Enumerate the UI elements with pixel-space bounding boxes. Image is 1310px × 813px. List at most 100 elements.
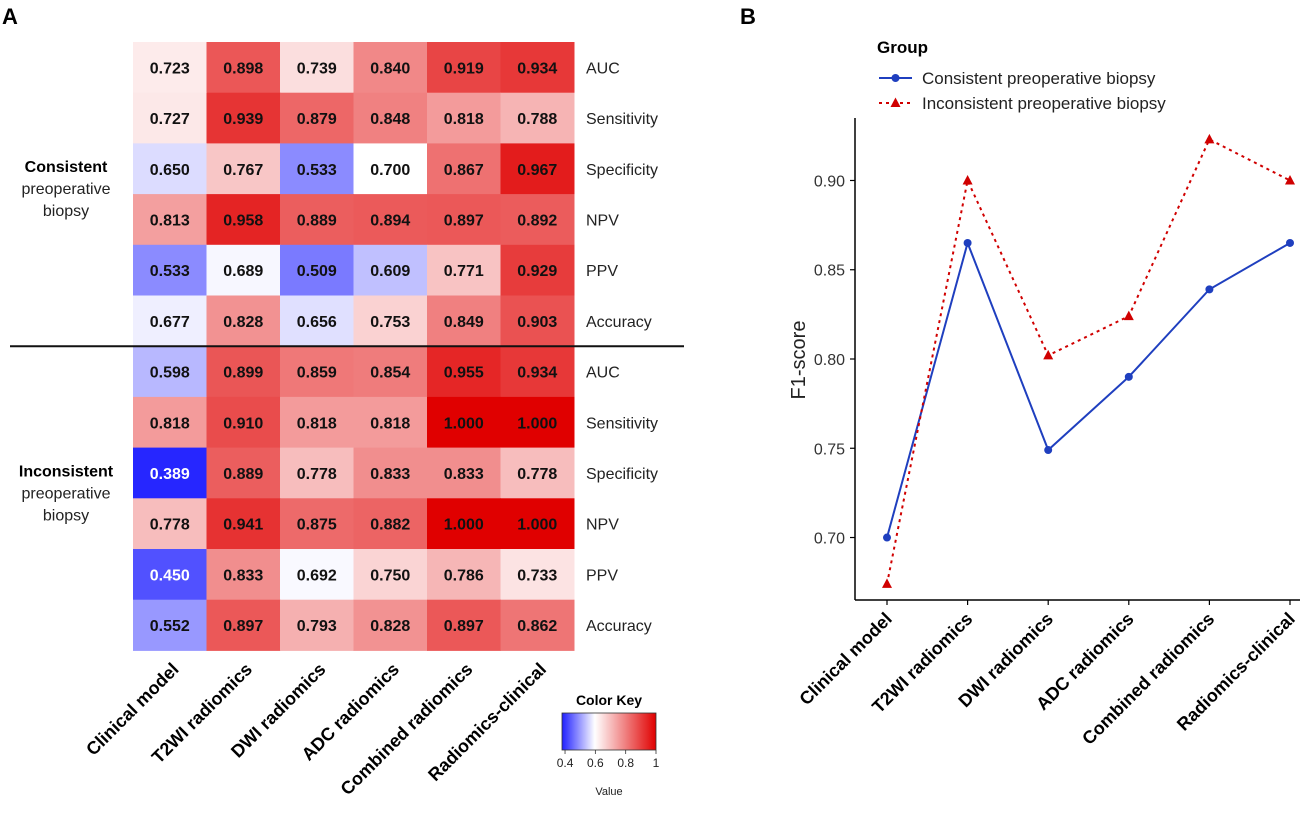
- data-point: [1286, 238, 1294, 247]
- cell-value: 0.848: [370, 111, 410, 128]
- panel-label-a: A: [2, 4, 18, 29]
- cell-value: 0.750: [370, 567, 410, 584]
- y-axis-label: F1-score: [788, 321, 810, 400]
- series-line-1: [886, 138, 1291, 585]
- cell-value: 0.533: [297, 162, 337, 179]
- heatmap-cell: [353, 92, 428, 144]
- metric-label: AUC: [586, 60, 620, 77]
- heatmap-cell: [280, 346, 354, 398]
- metric-label: NPV: [586, 517, 619, 534]
- heatmap-cell: [280, 244, 354, 296]
- heatmap-cell: [500, 194, 575, 246]
- cell-value: 0.723: [150, 60, 190, 77]
- heatmap-cell: [206, 396, 281, 449]
- metric-label: Sensitivity: [586, 111, 658, 128]
- cell-value: 0.753: [370, 314, 410, 331]
- heatmap-cell: [133, 396, 207, 449]
- panel-label-b: B: [740, 4, 756, 29]
- x-tick-label: Combined radiomics: [1078, 609, 1218, 749]
- metric-label: Sensitivity: [586, 415, 658, 432]
- heatmap-cell: [280, 396, 354, 449]
- cell-value: 0.854: [370, 365, 410, 382]
- cell-value: 0.771: [444, 263, 484, 280]
- heatmap-cell: [353, 194, 428, 246]
- cell-value: 0.778: [297, 466, 337, 483]
- heatmap-cell: [427, 244, 501, 296]
- heatmap-cell: [280, 295, 354, 347]
- cell-value: 0.677: [150, 314, 190, 331]
- heatmap-cell: [206, 244, 281, 296]
- color-key-title: Color Key: [576, 692, 642, 708]
- heatmap-cell: [427, 143, 501, 195]
- cell-value: 0.533: [150, 263, 190, 280]
- data-point: [882, 578, 892, 588]
- heatmap-cell: [427, 42, 501, 94]
- cell-value: 0.919: [444, 60, 484, 77]
- cell-value: 0.955: [444, 365, 484, 382]
- y-tick-label: 0.70: [814, 531, 845, 548]
- y-tick-label: 0.80: [814, 352, 845, 369]
- heatmap: 0.723 0.898 0.739 0.840 0.919 0.934 AUC 0.727 0.…: [10, 42, 684, 799]
- cell-value: 0.889: [223, 466, 263, 483]
- data-point: [963, 238, 972, 247]
- heatmap-cell: [353, 599, 428, 651]
- data-point: [883, 533, 891, 542]
- cell-value: 0.903: [517, 314, 557, 331]
- heatmap-cell: [427, 549, 501, 601]
- cell-value: 0.862: [517, 618, 557, 635]
- heatmap-cell: [133, 143, 207, 195]
- group-label-title: Consistent: [25, 159, 108, 176]
- cell-value: 0.692: [297, 567, 337, 584]
- cell-value: 0.767: [223, 162, 263, 179]
- heatmap-cell: [206, 447, 281, 499]
- cell-value: 0.897: [223, 618, 263, 635]
- cell-value: 0.934: [517, 60, 557, 77]
- cell-value: 0.879: [297, 111, 337, 128]
- cell-value: 0.788: [517, 111, 557, 128]
- data-point: [1205, 285, 1214, 294]
- cell-value: 0.609: [370, 263, 410, 280]
- heatmap-cell: [206, 549, 281, 601]
- cell-value: 0.899: [223, 365, 263, 382]
- heatmap-cell: [206, 42, 281, 94]
- heatmap-cell: [427, 92, 501, 144]
- cell-value: 0.389: [150, 466, 190, 483]
- heatmap-cell: [353, 244, 428, 296]
- cell-value: 0.818: [444, 111, 484, 128]
- cell-value: 0.967: [517, 162, 557, 179]
- heatmap-cell: [427, 194, 501, 246]
- cell-value: 1.000: [444, 415, 484, 432]
- legend-marker: [891, 74, 900, 82]
- cell-value: 0.793: [297, 618, 337, 635]
- cell-value: 0.450: [150, 567, 190, 584]
- heatmap-cell: [353, 346, 428, 398]
- heatmap-column-label: Combined radiomics: [337, 659, 477, 799]
- heatmap-cell: [133, 92, 207, 144]
- cell-value: 0.898: [223, 60, 263, 77]
- heatmap-cell: [500, 143, 575, 195]
- heatmap-cell: [353, 549, 428, 601]
- legend-marker: [890, 97, 901, 107]
- cell-value: 0.840: [370, 60, 410, 77]
- heatmap-cell: [427, 599, 501, 651]
- cell-value: 0.656: [297, 314, 337, 331]
- heatmap-cell: [427, 346, 501, 398]
- data-point: [1204, 133, 1215, 144]
- cell-value: 0.778: [517, 466, 557, 483]
- heatmap-cell: [353, 498, 428, 550]
- heatmap-cell: [280, 549, 354, 601]
- heatmap-cell: [206, 295, 281, 347]
- heatmap-cell: [353, 396, 428, 449]
- heatmap-cell: [353, 143, 428, 195]
- cell-value: 0.929: [517, 263, 557, 280]
- color-key-tick-label: 0.4: [557, 756, 574, 770]
- legend-label: Consistent preoperative biopsy: [922, 69, 1156, 88]
- heatmap-cell: [500, 244, 575, 296]
- heatmap-cell: [133, 346, 207, 398]
- group-label-line: preoperative: [22, 181, 111, 198]
- metric-label: Specificity: [586, 162, 658, 179]
- cell-value: 0.689: [223, 263, 263, 280]
- cell-value: 0.897: [444, 618, 484, 635]
